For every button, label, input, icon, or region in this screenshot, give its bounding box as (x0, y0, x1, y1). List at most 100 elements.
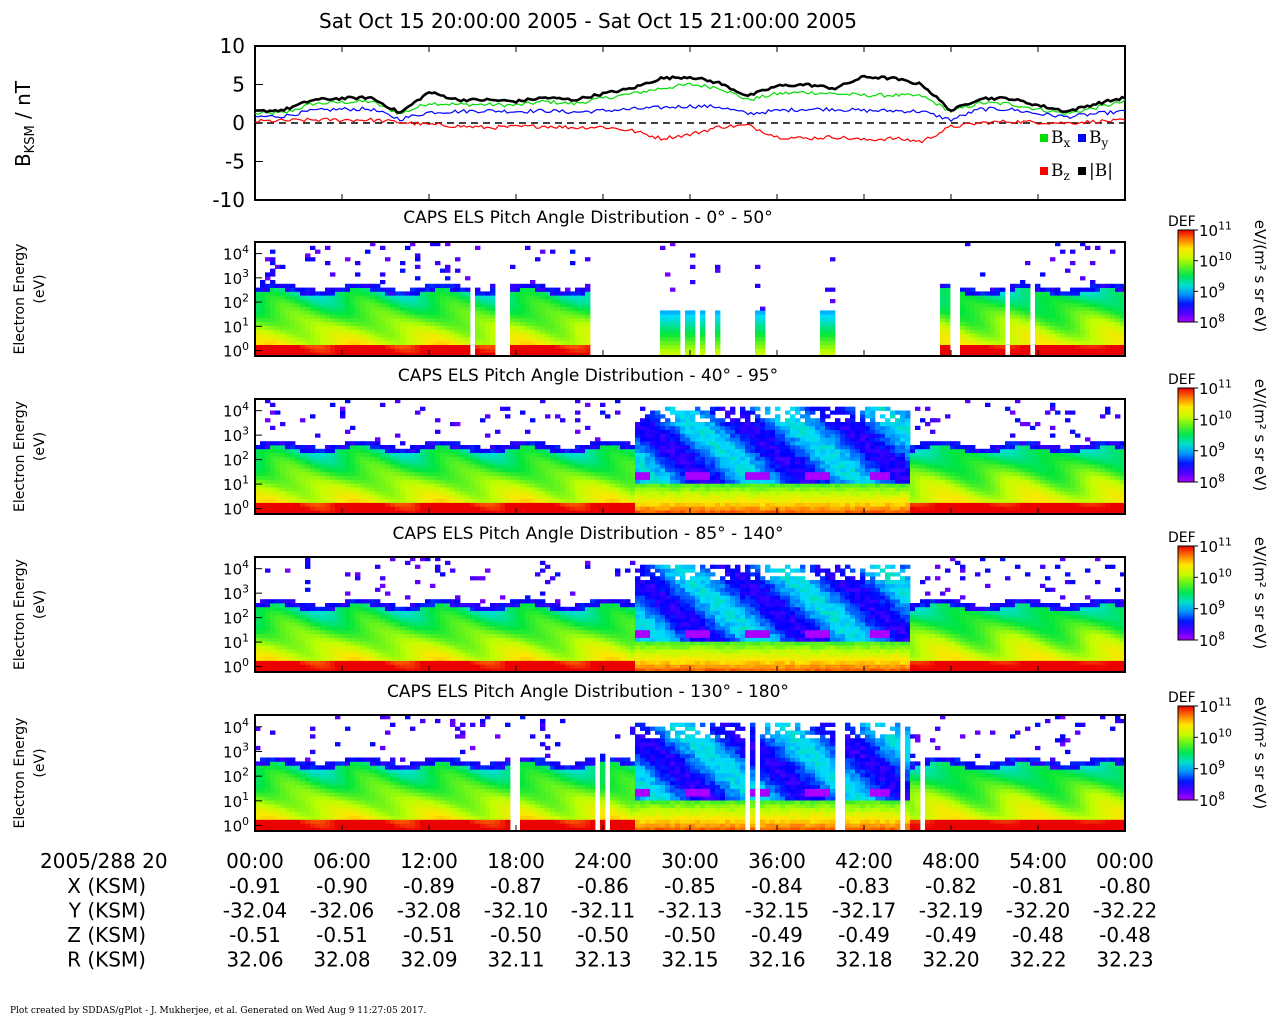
spectrogram-cell (255, 310, 261, 315)
spectrogram-cell (975, 318, 981, 323)
spectrogram-cell (700, 460, 706, 465)
spectrogram-cell (400, 329, 406, 334)
spectrogram-cell (435, 310, 441, 315)
spectrogram-cell (255, 295, 261, 300)
spectrogram-cell (680, 475, 686, 480)
spectrogram-cell (455, 471, 461, 476)
spectrogram-cell (370, 337, 376, 342)
spectrogram-cell (1095, 318, 1101, 323)
spectrogram-cell (265, 502, 271, 507)
spectrogram-cell (280, 441, 286, 446)
spectrogram-cell (255, 299, 261, 304)
spectrogram-cell (590, 510, 596, 515)
spectrogram-cell (695, 441, 701, 446)
spectrogram-cell (685, 468, 691, 473)
spectrogram-cell (825, 329, 831, 334)
spectrogram-cell (1035, 306, 1041, 311)
spectrogram-cell (545, 321, 551, 326)
spectrogram-cell (1020, 321, 1026, 326)
spectrogram-cell (705, 468, 711, 473)
spectrogram-cell (1070, 333, 1076, 338)
spectrogram-cell (590, 479, 596, 484)
spectrogram-cell (1090, 333, 1096, 338)
spectrogram-cell (465, 295, 471, 300)
spectrogram-cell (615, 487, 621, 492)
spectrogram-cell (585, 318, 591, 323)
spectrogram-cell (325, 471, 331, 476)
spectrogram-cell (440, 445, 446, 450)
spectrogram-cell (300, 310, 306, 315)
spectrogram-cell (660, 479, 666, 484)
spectrogram-cell (610, 471, 616, 476)
spectrogram-cell (605, 441, 611, 446)
spectrogram-cell (320, 468, 326, 473)
spectrogram-cell (510, 464, 516, 469)
spectrogram-cell (1110, 344, 1116, 349)
spectrogram-cell (785, 456, 791, 461)
spectrogram-cell (1095, 329, 1101, 334)
spectrogram-cell (895, 475, 901, 480)
spectrogram-cell (870, 410, 876, 415)
spectrogram-cell (1075, 302, 1081, 307)
spectrogram-cell (390, 321, 396, 326)
spectrogram-cell (375, 291, 381, 296)
spectrogram-cell (690, 441, 696, 446)
spectrogram-cell (525, 283, 531, 288)
spectrogram-cell (520, 352, 526, 357)
spectrogram-cell (755, 264, 761, 269)
spectrogram-cell (570, 502, 576, 507)
spectrogram-cell (545, 456, 551, 461)
spectrogram-cell (730, 483, 736, 488)
spectrogram-cell (600, 471, 606, 476)
energy-ylabel-unit: (eV) (32, 274, 48, 303)
spectrogram-cell (480, 310, 486, 315)
spectrogram-cell (865, 433, 871, 438)
spectrogram-cell (540, 310, 546, 315)
spectrogram-cell (330, 314, 336, 319)
spectrogram-cell (445, 352, 451, 357)
spectrogram-cell (660, 348, 666, 353)
spectrogram-cell (770, 510, 776, 515)
spectrogram-cell (820, 314, 826, 319)
spectrogram-cell (510, 479, 516, 484)
spectrogram-cell (850, 479, 856, 484)
spectrogram-cell (370, 502, 376, 507)
spectrogram-cell (810, 422, 816, 427)
spectrogram-cell (405, 325, 411, 330)
spectrogram-cell (575, 333, 581, 338)
spectrogram-cell (715, 452, 721, 457)
spectrogram-cell (545, 306, 551, 311)
spectrogram-cell (445, 306, 451, 311)
spectrogram-cell (515, 498, 521, 503)
spectrogram-cell (535, 452, 541, 457)
spectrogram-cell (460, 494, 466, 499)
spectrogram-cell (680, 445, 686, 450)
spectrogram-cell (765, 452, 771, 457)
spectrogram-cell (570, 310, 576, 315)
spectrogram-cell (860, 452, 866, 457)
spectrogram-cell (1050, 333, 1056, 338)
spectrogram-cell (970, 310, 976, 315)
spectrogram-cell (515, 310, 521, 315)
spectrogram-cell (710, 448, 716, 453)
spectrogram-cell (820, 502, 826, 507)
spectrogram-cell (945, 283, 951, 288)
spectrogram-cell (440, 325, 446, 330)
spectrogram-cell (665, 456, 671, 461)
spectrogram-cell (900, 464, 906, 469)
spectrogram-cell (1070, 261, 1076, 266)
spectrogram-cell (860, 498, 866, 503)
spectrogram-cell (470, 502, 476, 507)
spectrogram-cell (685, 340, 691, 345)
spectrogram-cell (450, 344, 456, 349)
spectrogram-cell (385, 483, 391, 488)
spectrogram-cell (635, 456, 641, 461)
spectrogram-cell (840, 422, 846, 427)
spectrogram-cell (535, 479, 541, 484)
spectrogram-cell (875, 452, 881, 457)
spectrogram-cell (680, 425, 686, 430)
spectrogram-cell (890, 441, 896, 446)
spectrogram-cell (585, 464, 591, 469)
spectrogram-cell (260, 456, 266, 461)
spectrogram-cell (290, 340, 296, 345)
